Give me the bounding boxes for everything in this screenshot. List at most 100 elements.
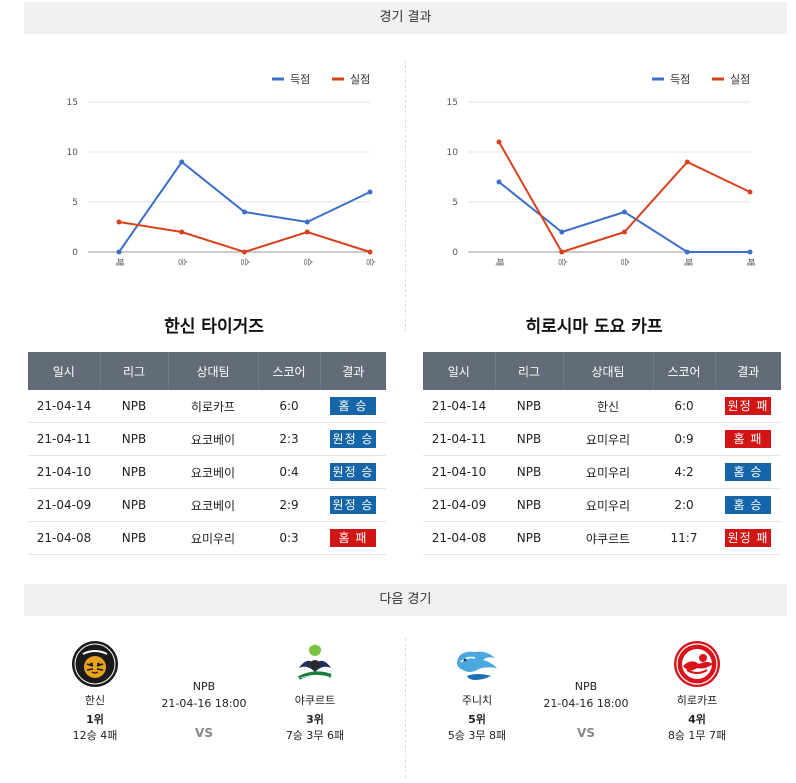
recent-results-table-hanshin: 일시 리그 상대팀 스코어 결과 21-04-14 NPB 히로카프 6:0 홈 승 21… xyxy=(28,352,386,555)
next-game-2-home[interactable]: 주니치 5위 5승 3무 8패 xyxy=(422,640,532,743)
data-point-allowed xyxy=(367,249,373,255)
cell-opponent: 히로카프 xyxy=(168,390,258,423)
cell-score: 2:3 xyxy=(258,422,320,456)
result-badge: 홈 승 xyxy=(725,463,771,481)
table-row: 21-04-10 NPB 요미우리 4:2 홈 승 xyxy=(423,455,781,489)
next-game-2-away[interactable]: 히로카프 4위 8승 1무 7패 xyxy=(642,640,752,743)
cell-result: 원정 패 xyxy=(715,521,781,555)
result-badge: 홈 패 xyxy=(330,529,376,547)
next-game-2-info: NPB 21-04-16 18:00 xyxy=(531,680,641,710)
cell-league: NPB xyxy=(100,390,168,423)
legend-label-allowed: 실점 xyxy=(350,73,370,86)
col-header-opponent: 상대팀 xyxy=(563,352,654,390)
data-point-allowed xyxy=(116,219,122,225)
cell-result: 원정 승 xyxy=(320,422,386,456)
col-header-opponent: 상대팀 xyxy=(168,352,259,390)
result-badge: 홈 승 xyxy=(330,397,376,415)
game-league: NPB xyxy=(574,680,598,693)
cell-result: 홈 승 xyxy=(715,488,781,522)
cell-league: NPB xyxy=(100,488,168,522)
cell-date: 21-04-09 xyxy=(28,488,100,522)
cell-opponent: 요미우리 xyxy=(563,422,653,456)
data-point-allowed xyxy=(747,189,753,195)
cell-opponent: 요코베이 xyxy=(168,455,258,489)
table-row: 21-04-14 NPB 한신 6:0 원정 패 xyxy=(423,390,781,423)
hiroshima-score-chart: 0 5 10 15 패 승 승 패 패 득점 실점 xyxy=(447,73,756,266)
col-header-score: 스코어 xyxy=(653,352,716,390)
data-point-allowed xyxy=(622,229,627,235)
cell-opponent: 야쿠르트 xyxy=(563,521,653,555)
next-game-1-home[interactable]: 한신 1위 12승 4패 xyxy=(40,640,150,743)
cell-league: NPB xyxy=(495,390,563,423)
cell-date: 21-04-11 xyxy=(28,422,100,456)
chunichi-dragons-logo-icon xyxy=(457,651,497,680)
cell-score: 2:0 xyxy=(653,488,715,522)
series-line-allowed xyxy=(118,221,371,254)
cell-date: 21-04-11 xyxy=(423,422,495,456)
team-rank: 5위 xyxy=(468,713,486,726)
recent-results-table-hiroshima: 일시 리그 상대팀 스코어 결과 21-04-14 NPB 한신 6:0 원정 패 21-… xyxy=(423,352,781,555)
table-row: 21-04-09 NPB 요미우리 2:0 홈 승 xyxy=(423,488,781,522)
data-point-allowed xyxy=(496,139,502,145)
y-tick-label: 15 xyxy=(447,98,458,108)
y-tick-label: 0 xyxy=(72,248,78,258)
cell-score: 2:9 xyxy=(258,488,320,522)
cell-opponent: 요코베이 xyxy=(168,488,258,522)
table-row: 21-04-11 NPB 요미우리 0:9 홈 패 xyxy=(423,422,781,456)
cell-result: 홈 패 xyxy=(320,521,386,555)
y-tick-label: 5 xyxy=(452,198,458,208)
cell-date: 21-04-14 xyxy=(28,390,100,423)
data-point-scored xyxy=(242,209,247,215)
data-point-scored xyxy=(304,219,310,225)
team-name: 주니치 xyxy=(461,694,493,707)
y-tick-label: 0 xyxy=(452,248,458,258)
team-record: 12승 4패 xyxy=(72,729,118,742)
series-line-scored xyxy=(498,181,750,253)
cell-league: NPB xyxy=(495,488,563,522)
x-tick-label: 패 xyxy=(682,258,693,266)
results-section-title: 경기 결과 xyxy=(24,2,787,34)
team-title-hiroshima: 히로시마 도요 카프 xyxy=(525,317,663,337)
x-tick-label: 패 xyxy=(114,258,125,266)
cell-result: 홈 승 xyxy=(715,455,781,489)
cell-opponent: 한신 xyxy=(563,390,653,423)
x-tick-label: 승 xyxy=(365,258,376,266)
cell-result: 원정 승 xyxy=(320,488,386,522)
result-badge: 원정 승 xyxy=(330,496,376,514)
result-badge: 원정 패 xyxy=(725,529,771,547)
cell-score: 11:7 xyxy=(653,521,715,555)
y-tick-label: 5 xyxy=(72,198,78,208)
cell-league: NPB xyxy=(495,521,563,555)
cell-opponent: 요미우리 xyxy=(563,488,653,522)
cell-opponent: 요미우리 xyxy=(563,455,653,489)
team-rank: 1위 xyxy=(86,713,104,726)
cell-date: 21-04-10 xyxy=(423,455,495,489)
chart-hanshin: 0 5 10 15 패 승 승 승 승 득점 실점 xyxy=(24,52,404,282)
data-point-scored xyxy=(116,249,122,255)
table-row: 21-04-10 NPB 요코베이 0:4 원정 승 xyxy=(28,455,386,489)
data-point-scored xyxy=(367,189,373,195)
cell-score: 0:4 xyxy=(258,455,320,489)
chart-hiroshima: 0 5 10 15 패 승 승 패 패 득점 실점 xyxy=(404,52,784,282)
cell-opponent: 요미우리 xyxy=(168,521,258,555)
next-game-1-away[interactable]: 야쿠르트 3위 7승 3무 6패 xyxy=(260,640,370,743)
col-header-date: 일시 xyxy=(28,352,101,390)
cell-date: 21-04-08 xyxy=(28,521,100,555)
yakult-swallows-logo-icon xyxy=(298,643,332,680)
hiroshima-carp-logo-icon xyxy=(674,641,720,687)
table-row: 21-04-08 NPB 야쿠르트 11:7 원정 패 xyxy=(423,521,781,555)
data-point-allowed xyxy=(559,249,565,255)
next-divider xyxy=(405,638,406,778)
team-rank: 4위 xyxy=(688,713,706,726)
vs-label: VS xyxy=(195,726,213,740)
data-point-allowed xyxy=(684,159,690,165)
game-datetime: 21-04-16 18:00 xyxy=(543,697,629,710)
data-point-allowed xyxy=(242,249,247,255)
cell-date: 21-04-10 xyxy=(28,455,100,489)
col-header-score: 스코어 xyxy=(258,352,321,390)
y-tick-label: 10 xyxy=(67,148,79,158)
x-tick-label: 승 xyxy=(239,258,250,266)
result-badge: 홈 패 xyxy=(725,430,771,448)
next-game-1-info: NPB 21-04-16 18:00 xyxy=(149,680,259,710)
x-tick-label: 승 xyxy=(556,258,567,266)
